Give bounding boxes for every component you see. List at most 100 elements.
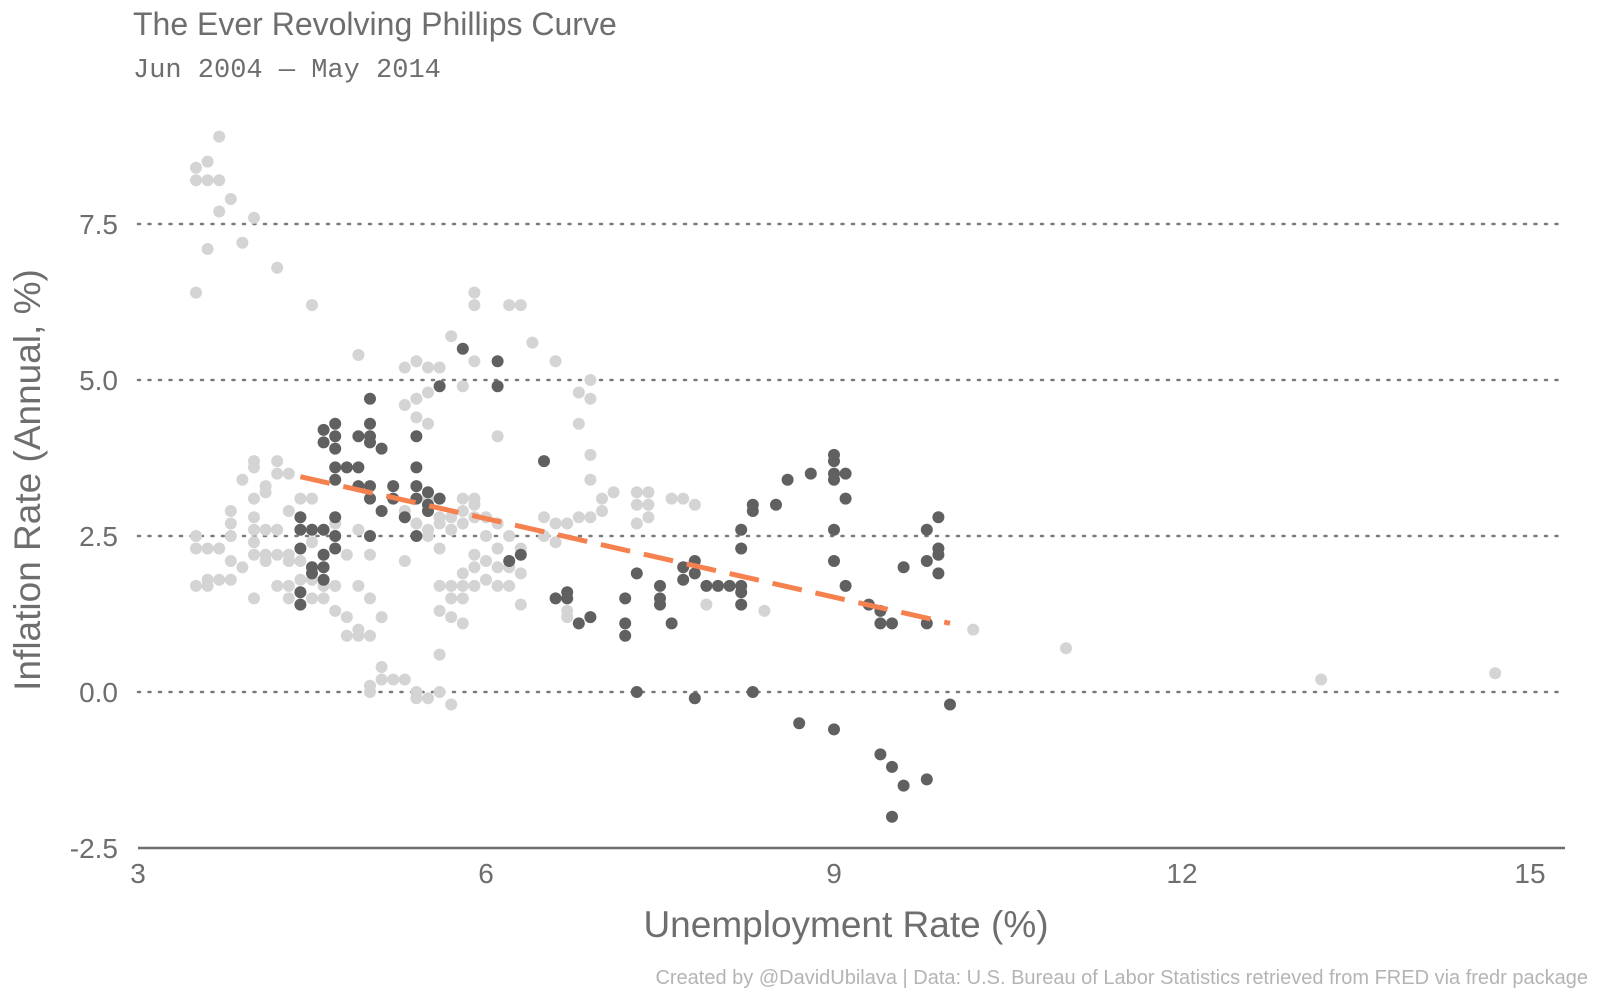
- point-s0-36: [491, 430, 504, 443]
- point-s0-42: [190, 579, 202, 592]
- point-s0-57: [248, 523, 260, 536]
- point-s0-48: [224, 530, 237, 542]
- point-s1-104: [897, 779, 910, 792]
- point-s0-117: [445, 579, 458, 592]
- point-s0-60: [248, 592, 260, 605]
- point-s0-33: [398, 399, 411, 411]
- point-s0-79: [294, 573, 307, 586]
- point-s0-146: [503, 579, 516, 592]
- point-s0-63: [259, 523, 272, 536]
- point-s0-32: [410, 392, 423, 405]
- point-s0-14: [468, 286, 481, 299]
- point-s1-10: [364, 392, 376, 405]
- point-s0-144: [503, 530, 516, 542]
- point-s0-184: [758, 604, 771, 617]
- trend-line-group: [299, 474, 951, 626]
- point-s0-4: [201, 174, 214, 187]
- point-s0-2: [213, 130, 226, 143]
- point-s0-29: [410, 355, 423, 368]
- point-s0-137: [480, 530, 492, 542]
- point-s0-81: [306, 492, 318, 505]
- point-s0-51: [236, 561, 249, 574]
- point-s1-0: [329, 417, 342, 430]
- point-s1-22: [398, 511, 411, 524]
- point-s0-21: [468, 355, 481, 368]
- point-s0-119: [445, 611, 458, 624]
- point-s0-70: [271, 579, 284, 592]
- point-s1-48: [329, 511, 342, 524]
- point-s1-13: [364, 436, 376, 449]
- point-s1-38: [294, 542, 307, 555]
- point-s0-160: [538, 511, 550, 524]
- point-s1-28: [422, 486, 434, 499]
- point-s1-63: [630, 686, 643, 698]
- point-s0-138: [480, 555, 492, 567]
- point-s0-148: [514, 567, 527, 580]
- point-s0-175: [630, 498, 643, 511]
- point-s0-39: [190, 542, 202, 555]
- point-s0-78: [294, 555, 307, 567]
- point-s0-8: [201, 243, 214, 255]
- point-s1-56: [561, 592, 574, 605]
- point-s1-5: [329, 461, 342, 474]
- point-s1-114: [932, 567, 945, 580]
- point-s0-26: [456, 380, 469, 393]
- chart-caption: Created by @DavidUbilava | Data: U.S. Bu…: [655, 967, 1588, 989]
- point-s0-128: [456, 505, 469, 517]
- point-s0-115: [433, 579, 446, 592]
- point-s1-39: [294, 586, 307, 599]
- point-s0-94: [352, 523, 365, 536]
- point-s0-15: [468, 299, 481, 312]
- point-s1-73: [700, 579, 713, 592]
- point-s0-77: [294, 492, 307, 505]
- point-s0-23: [584, 374, 597, 386]
- point-s1-58: [584, 611, 597, 624]
- point-s0-50: [224, 505, 237, 517]
- point-s1-71: [688, 567, 701, 580]
- point-s1-24: [410, 461, 423, 474]
- point-s1-74: [712, 579, 724, 592]
- point-s0-125: [445, 511, 458, 524]
- point-s1-45: [317, 548, 330, 561]
- point-s1-35: [491, 380, 504, 393]
- point-s0-106: [387, 673, 400, 686]
- point-s1-50: [329, 542, 342, 555]
- point-s0-114: [433, 604, 446, 617]
- point-s1-78: [735, 598, 748, 611]
- point-s1-31: [433, 492, 446, 505]
- point-s1-33: [456, 342, 469, 355]
- point-s0-189: [1489, 667, 1502, 680]
- point-s1-96: [839, 492, 852, 505]
- point-s1-83: [746, 686, 759, 698]
- point-s1-7: [340, 461, 353, 474]
- point-s0-35: [422, 417, 434, 430]
- point-s0-18: [526, 336, 539, 349]
- point-s0-62: [259, 486, 272, 499]
- point-s1-47: [317, 573, 330, 586]
- point-s1-67: [665, 617, 678, 630]
- point-s0-118: [445, 592, 458, 605]
- point-s1-25: [410, 480, 423, 493]
- point-s0-127: [456, 492, 469, 505]
- point-s0-74: [282, 555, 295, 567]
- point-s1-1: [317, 423, 330, 436]
- point-s1-61: [619, 629, 632, 642]
- point-s0-45: [201, 573, 214, 586]
- point-s0-104: [375, 661, 388, 673]
- point-s0-1: [201, 155, 214, 168]
- point-s0-167: [572, 511, 585, 524]
- point-s0-87: [317, 592, 330, 605]
- point-s0-168: [584, 511, 597, 524]
- point-s1-3: [329, 430, 342, 443]
- point-s0-98: [364, 548, 376, 561]
- point-s1-111: [932, 511, 945, 524]
- point-s1-53: [538, 455, 550, 468]
- point-s0-103: [375, 611, 388, 624]
- point-s0-131: [468, 498, 481, 511]
- point-s1-17: [364, 530, 376, 542]
- point-s0-40: [201, 542, 214, 555]
- point-s0-67: [271, 467, 284, 480]
- point-s0-56: [248, 511, 260, 524]
- point-s1-80: [735, 542, 748, 555]
- point-s1-34: [491, 355, 504, 368]
